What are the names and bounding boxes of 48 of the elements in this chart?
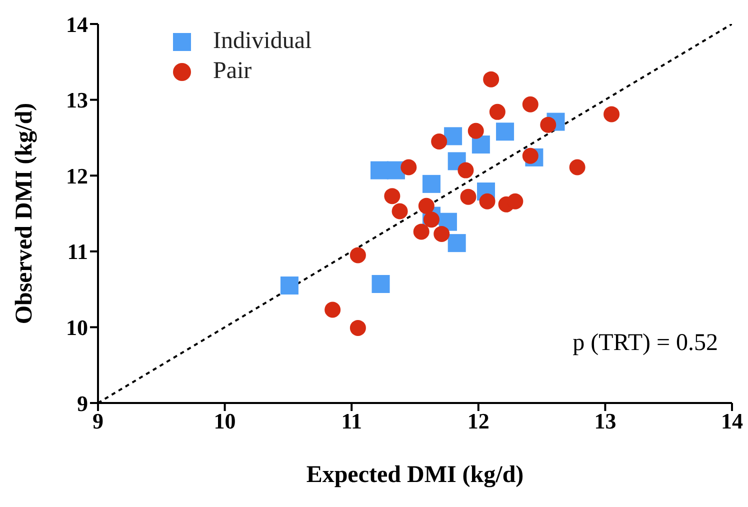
point xyxy=(604,106,620,122)
legend-label: Pair xyxy=(213,58,252,84)
y-tick-label: 12 xyxy=(66,163,88,188)
point xyxy=(468,122,484,139)
point xyxy=(569,159,586,176)
annotation: p (TRT) = 0.52 xyxy=(572,330,718,357)
point xyxy=(458,162,474,178)
point xyxy=(434,226,450,242)
point xyxy=(280,276,298,295)
point xyxy=(507,193,524,210)
x-tick-label: 13 xyxy=(594,408,616,434)
y-tick-label: 13 xyxy=(66,88,88,113)
point xyxy=(522,148,538,164)
point xyxy=(324,302,341,318)
x-tick-label: 11 xyxy=(341,408,362,434)
point xyxy=(522,96,538,112)
point xyxy=(423,212,440,228)
point xyxy=(418,198,434,214)
point xyxy=(483,71,500,88)
x-tick-label: 14 xyxy=(721,408,743,434)
point xyxy=(448,234,466,252)
legend-label: Individual xyxy=(213,28,312,54)
point xyxy=(472,136,490,154)
point xyxy=(479,193,496,210)
point xyxy=(392,203,408,220)
point xyxy=(372,274,390,293)
point xyxy=(496,122,514,141)
point xyxy=(413,224,430,240)
y-tick-label: 9 xyxy=(77,390,88,416)
point xyxy=(489,104,506,120)
y-tick-label: 10 xyxy=(66,315,88,340)
point xyxy=(400,159,417,176)
x-tick-label: 10 xyxy=(214,408,236,434)
x-tick-label: 9 xyxy=(92,408,104,434)
y-tick-label: 14 xyxy=(66,12,88,37)
point xyxy=(384,188,400,204)
point xyxy=(370,161,388,180)
point xyxy=(350,320,366,336)
y-axis-title: Observed DMI (kg/d) xyxy=(12,102,38,324)
x-axis-title: Expected DMI (kg/d) xyxy=(306,462,524,488)
point xyxy=(540,116,556,133)
point xyxy=(422,174,440,193)
y-tick-label: 11 xyxy=(67,239,88,264)
point xyxy=(431,133,448,150)
point xyxy=(460,188,476,205)
x-tick-label: 12 xyxy=(467,408,490,434)
point xyxy=(444,127,462,146)
point xyxy=(350,247,366,264)
